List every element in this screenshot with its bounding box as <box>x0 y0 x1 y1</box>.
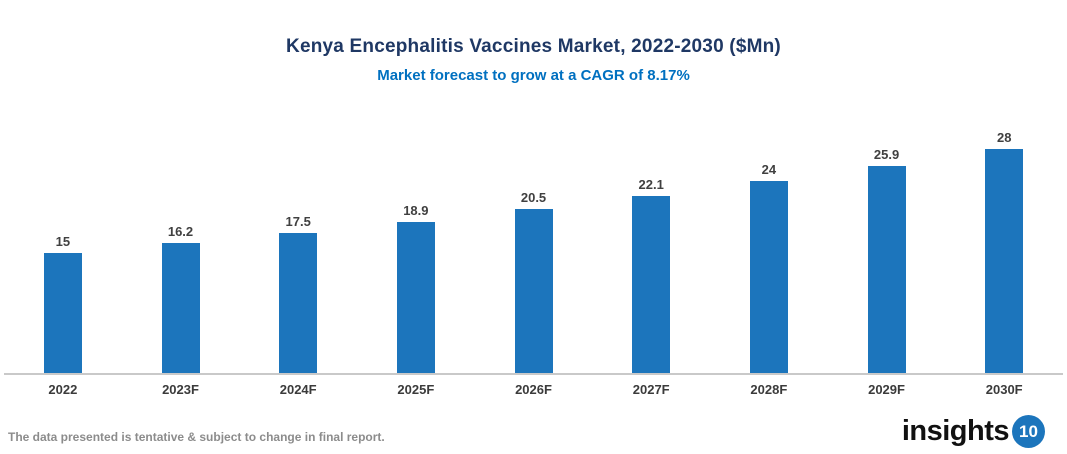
logo-badge-circle: 10 <box>1012 415 1045 448</box>
bar <box>985 149 1024 373</box>
bar <box>749 181 788 373</box>
bar-value-label: 16.2 <box>167 224 194 240</box>
bar <box>279 233 318 373</box>
chart-title: Kenya Encephalitis Vaccines Market, 2022… <box>286 36 781 57</box>
x-axis-label: 2023F <box>162 382 199 397</box>
x-axis: 2022 2023F 2024F 2025F 2026F 2027F 2028F 2029F 2… <box>4 382 1063 397</box>
x-axis-label: 2022 <box>48 382 78 397</box>
bar-value-label: 20.5 <box>520 190 547 205</box>
bar <box>43 253 82 373</box>
chart-subtitle: Market forecast to grow at a CAGR of 8.1… <box>377 67 690 84</box>
bar-column: 24 <box>710 130 828 373</box>
bar-column: 18.9 <box>357 130 475 373</box>
bar-column: 22.1 <box>592 130 710 373</box>
bar-value-label: 18.9 <box>403 202 429 218</box>
bar-value-label: 17.5 <box>285 214 311 229</box>
bar-column: 20.5 <box>475 130 593 373</box>
bar-value-label: 28 <box>996 130 1012 145</box>
x-axis-label: 2029F <box>868 382 905 397</box>
bar-value-label: 25.9 <box>873 146 900 162</box>
bar-column: 15 <box>4 130 122 373</box>
logo-wordmark: insights <box>901 415 1010 447</box>
bar <box>161 243 200 373</box>
disclaimer-text: The data presented is tentative & subjec… <box>8 430 385 444</box>
x-axis-label: 2030F <box>985 382 1023 397</box>
bar <box>867 165 906 373</box>
bar <box>396 221 435 373</box>
bar-column: 25.9 <box>828 130 946 373</box>
x-axis-label: 2025F <box>397 382 435 397</box>
bar-value-label: 15 <box>55 234 71 249</box>
bar-column: 16.2 <box>122 130 240 373</box>
bar-value-label: 24 <box>761 162 777 177</box>
bar <box>514 209 553 373</box>
plot-area: 15 16.2 17.5 18.9 20.5 22.1 24 25.9 28 <box>4 130 1063 375</box>
chart-header: Kenya Encephalitis Vaccines Market, 2022… <box>0 0 1067 84</box>
bar-column: 17.5 <box>239 130 357 373</box>
bar-value-label: 22.1 <box>638 177 664 193</box>
bar <box>632 196 671 373</box>
x-axis-label: 2028F <box>750 382 788 397</box>
insights10-logo: insights 10 <box>902 415 1045 448</box>
x-axis-label: 2026F <box>515 382 552 397</box>
x-axis-label: 2027F <box>632 382 670 397</box>
x-axis-label: 2024F <box>279 382 317 397</box>
bar-column: 28 <box>945 130 1063 373</box>
bar-chart: 15 16.2 17.5 18.9 20.5 22.1 24 25.9 28 2022 2023F… <box>4 130 1063 397</box>
